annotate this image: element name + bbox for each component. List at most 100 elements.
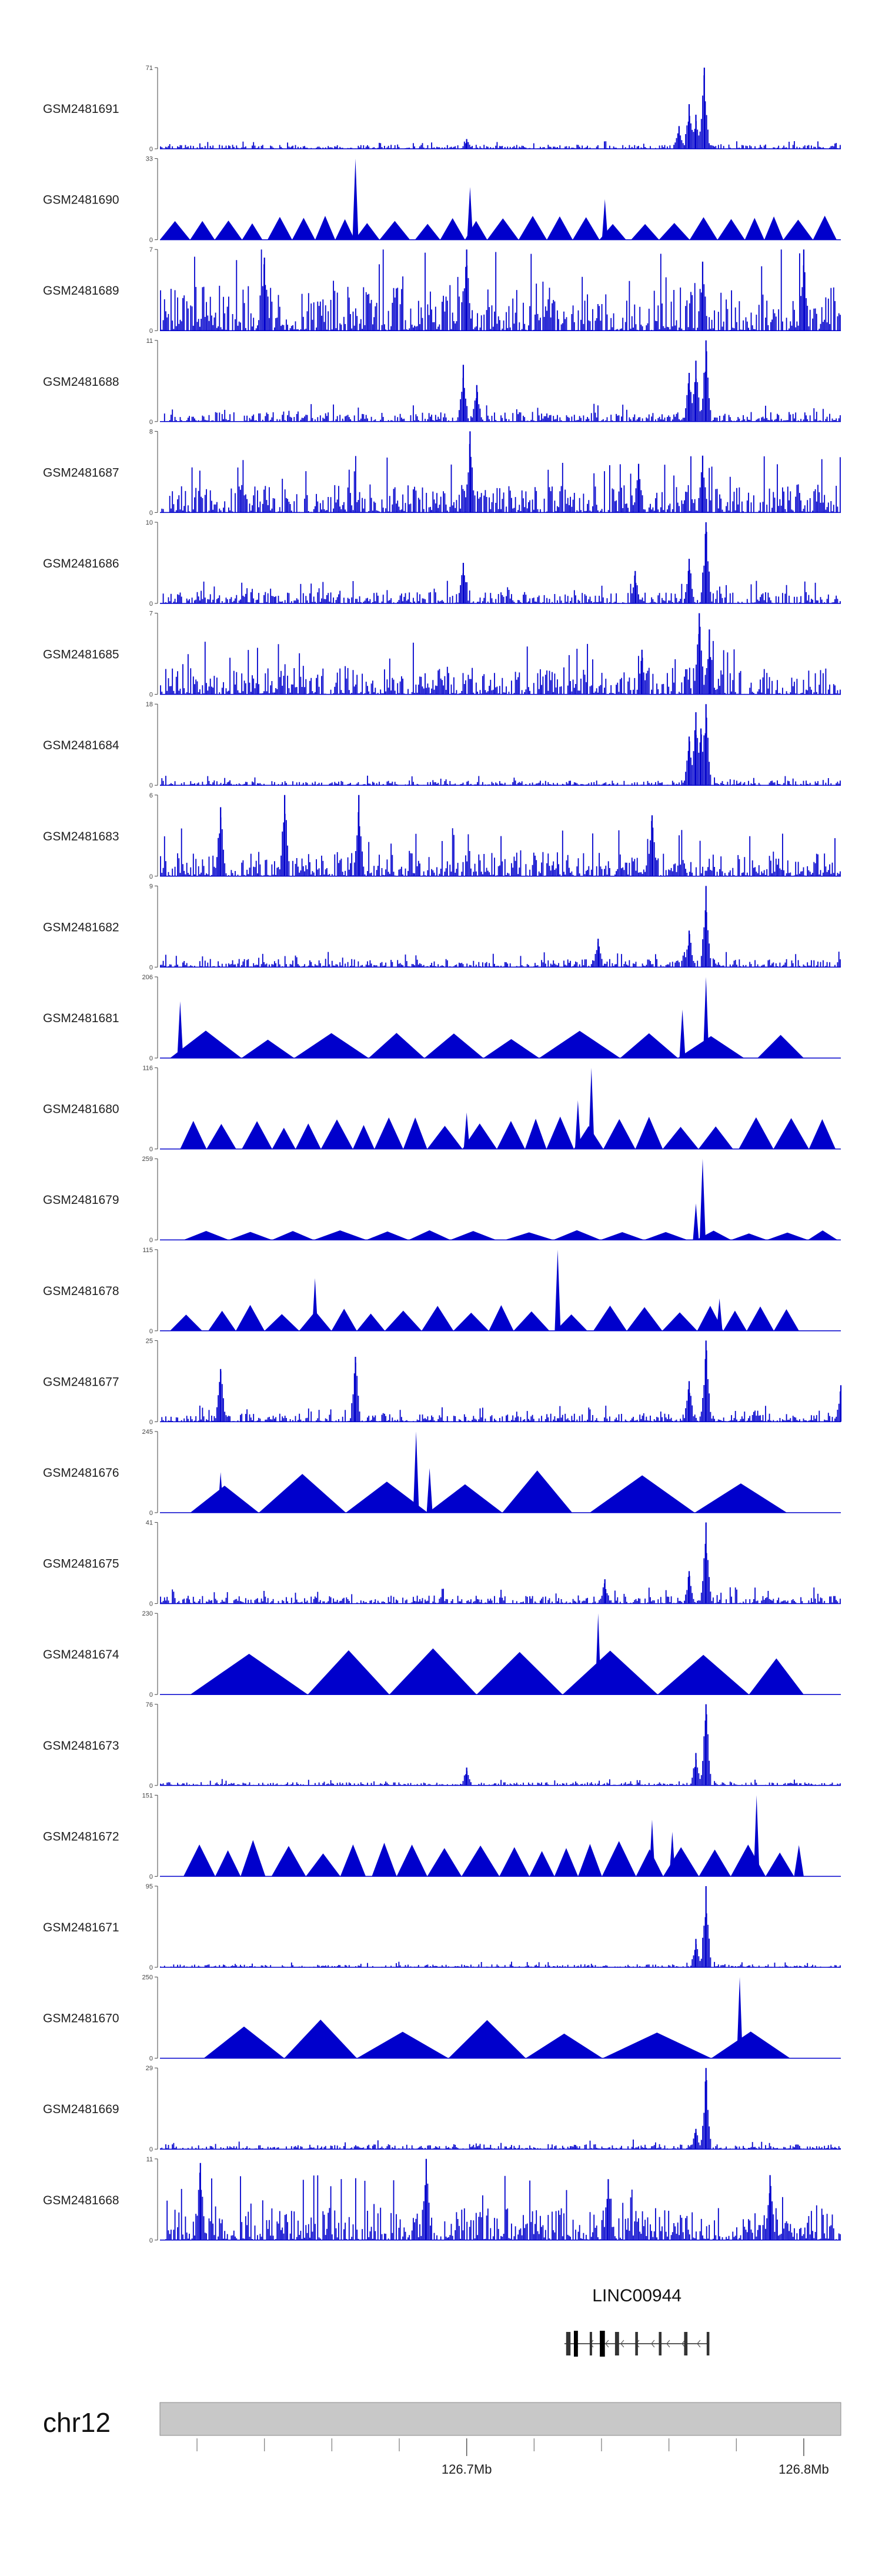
y-min-label: 0 <box>149 419 153 426</box>
signal-peak-2 <box>426 1468 433 1513</box>
y-min-label: 0 <box>149 873 153 880</box>
signal-bars <box>160 1913 841 1967</box>
signal-triangle-4 <box>526 2033 603 2058</box>
signal-triangle-8 <box>553 1230 601 1240</box>
genome-axis-ticks: 126.7Mb 126.8Mb <box>196 2438 829 2477</box>
signal-bars <box>160 1714 841 1786</box>
y-max-label: 71 <box>146 65 153 72</box>
signal-peak-0 <box>352 158 359 240</box>
signal-triangle-12 <box>731 1233 767 1240</box>
signal-bars <box>160 249 841 331</box>
y-max-label: 115 <box>142 1247 153 1254</box>
signal-triangle-1 <box>215 1850 241 1877</box>
track-GSM2481670: GSM2481670 250 0 <box>43 1974 841 2063</box>
signal-triangle-7 <box>620 1033 678 1058</box>
signal-triangle-1 <box>190 221 215 240</box>
y-min-label: 0 <box>149 692 153 699</box>
signal-triangle-1 <box>259 1474 346 1513</box>
strand-arrow <box>666 2340 670 2348</box>
signal-triangle-2 <box>240 1840 266 1877</box>
signal-triangle-15 <box>662 1312 697 1331</box>
signal-peak-1 <box>605 1654 612 1695</box>
y-min-label: 0 <box>149 1237 153 1244</box>
y-min-label: 0 <box>149 1873 153 1880</box>
signal-triangle-17 <box>699 1849 731 1877</box>
signal-peak-0 <box>463 1112 470 1149</box>
signal-triangle-13 <box>578 1844 602 1877</box>
signal-triangle-13 <box>487 218 519 240</box>
signal-triangle-1 <box>241 1039 295 1058</box>
signal-triangle-3 <box>271 1846 306 1877</box>
y-max-label: 206 <box>142 974 153 981</box>
signal-triangle-0 <box>160 221 191 240</box>
signal-triangle-8 <box>422 1306 454 1331</box>
signal-triangle-11 <box>529 1851 554 1877</box>
gene-exon-2 <box>589 2332 592 2355</box>
track-GSM2481674: GSM2481674 230 0 <box>43 1610 841 1699</box>
signal-triangle-17 <box>663 1127 699 1149</box>
track-label: GSM2481691 <box>43 102 119 116</box>
signal-triangle-10 <box>462 1123 497 1149</box>
signal-triangle-1 <box>206 1124 236 1149</box>
track-GSM2481691: GSM2481691 71 0 <box>43 65 841 153</box>
track-GSM2481673: GSM2481673 76 0 <box>43 1701 841 1790</box>
track-GSM2481682: GSM2481682 9 0 <box>43 883 841 971</box>
signal-triangle-23 <box>764 216 784 240</box>
signal-triangle-16 <box>663 1847 699 1877</box>
y-max-label: 245 <box>142 1429 153 1436</box>
track-label: GSM2481676 <box>43 1466 119 1480</box>
signal-triangle-2 <box>389 1648 477 1695</box>
gene-exon-4 <box>614 2332 619 2355</box>
signal-triangle-2 <box>272 1231 314 1240</box>
track-label: GSM2481687 <box>43 466 119 479</box>
track-GSM2481671: GSM2481671 95 0 <box>43 1883 841 1971</box>
track-GSM2481675: GSM2481675 41 0 <box>43 1520 841 1608</box>
signal-triangle-1 <box>208 1310 236 1331</box>
signal-triangle-0 <box>170 1030 242 1058</box>
signal-triangle-5 <box>602 2033 711 2058</box>
y-min-label: 0 <box>149 600 153 608</box>
track-label: GSM2481669 <box>43 2103 119 2116</box>
track-label: GSM2481671 <box>43 1921 119 1934</box>
signal-triangle-11 <box>497 1121 525 1149</box>
signal-triangle-4 <box>267 216 292 240</box>
signal-triangle-5 <box>589 1475 695 1513</box>
y-min-label: 0 <box>149 2237 153 2244</box>
y-max-label: 151 <box>142 1792 153 1799</box>
y-min-label: 0 <box>149 964 153 971</box>
strand-arrow <box>697 2340 701 2348</box>
gene-exon-5 <box>635 2332 638 2355</box>
signal-triangle-2 <box>215 221 242 240</box>
gene-exon-6 <box>659 2332 662 2355</box>
track-GSM2481690: GSM2481690 33 0 <box>43 156 841 244</box>
signal-triangle-6 <box>450 1231 496 1240</box>
signal-triangle-0 <box>170 1314 202 1331</box>
signal-triangle-16 <box>572 217 600 240</box>
y-min-label: 0 <box>149 509 153 516</box>
signal-triangle-18 <box>631 223 659 240</box>
y-max-label: 11 <box>146 338 153 345</box>
signal-triangle-8 <box>427 1848 462 1877</box>
signal-triangle-6 <box>539 1030 620 1058</box>
track-label: GSM2481680 <box>43 1103 119 1116</box>
signal-triangle-25 <box>813 215 837 240</box>
signal-triangle-10 <box>499 1847 530 1877</box>
signal-peak-1 <box>703 977 709 1058</box>
signal-peak-1 <box>467 186 473 240</box>
gene-exon-7 <box>684 2332 688 2355</box>
signal-triangle-5 <box>320 1119 353 1149</box>
signal-triangle-3 <box>272 1127 296 1149</box>
signal-triangle-2 <box>346 1481 428 1513</box>
signal-triangle-14 <box>808 1230 838 1240</box>
track-GSM2481680: GSM2481680 116 0 <box>43 1065 841 1153</box>
signal-triangle-5 <box>409 1230 450 1240</box>
signal-triangle-5 <box>331 1309 357 1331</box>
signal-bars <box>160 532 841 603</box>
track-GSM2481676: GSM2481676 245 0 <box>43 1429 841 1517</box>
y-min-label: 0 <box>149 2146 153 2153</box>
y-max-label: 250 <box>142 1974 153 1981</box>
track-label: GSM2481684 <box>43 739 119 752</box>
signal-triangle-4 <box>562 1650 658 1695</box>
y-max-label: 29 <box>146 2065 153 2072</box>
signal-triangle-4 <box>424 1033 484 1058</box>
